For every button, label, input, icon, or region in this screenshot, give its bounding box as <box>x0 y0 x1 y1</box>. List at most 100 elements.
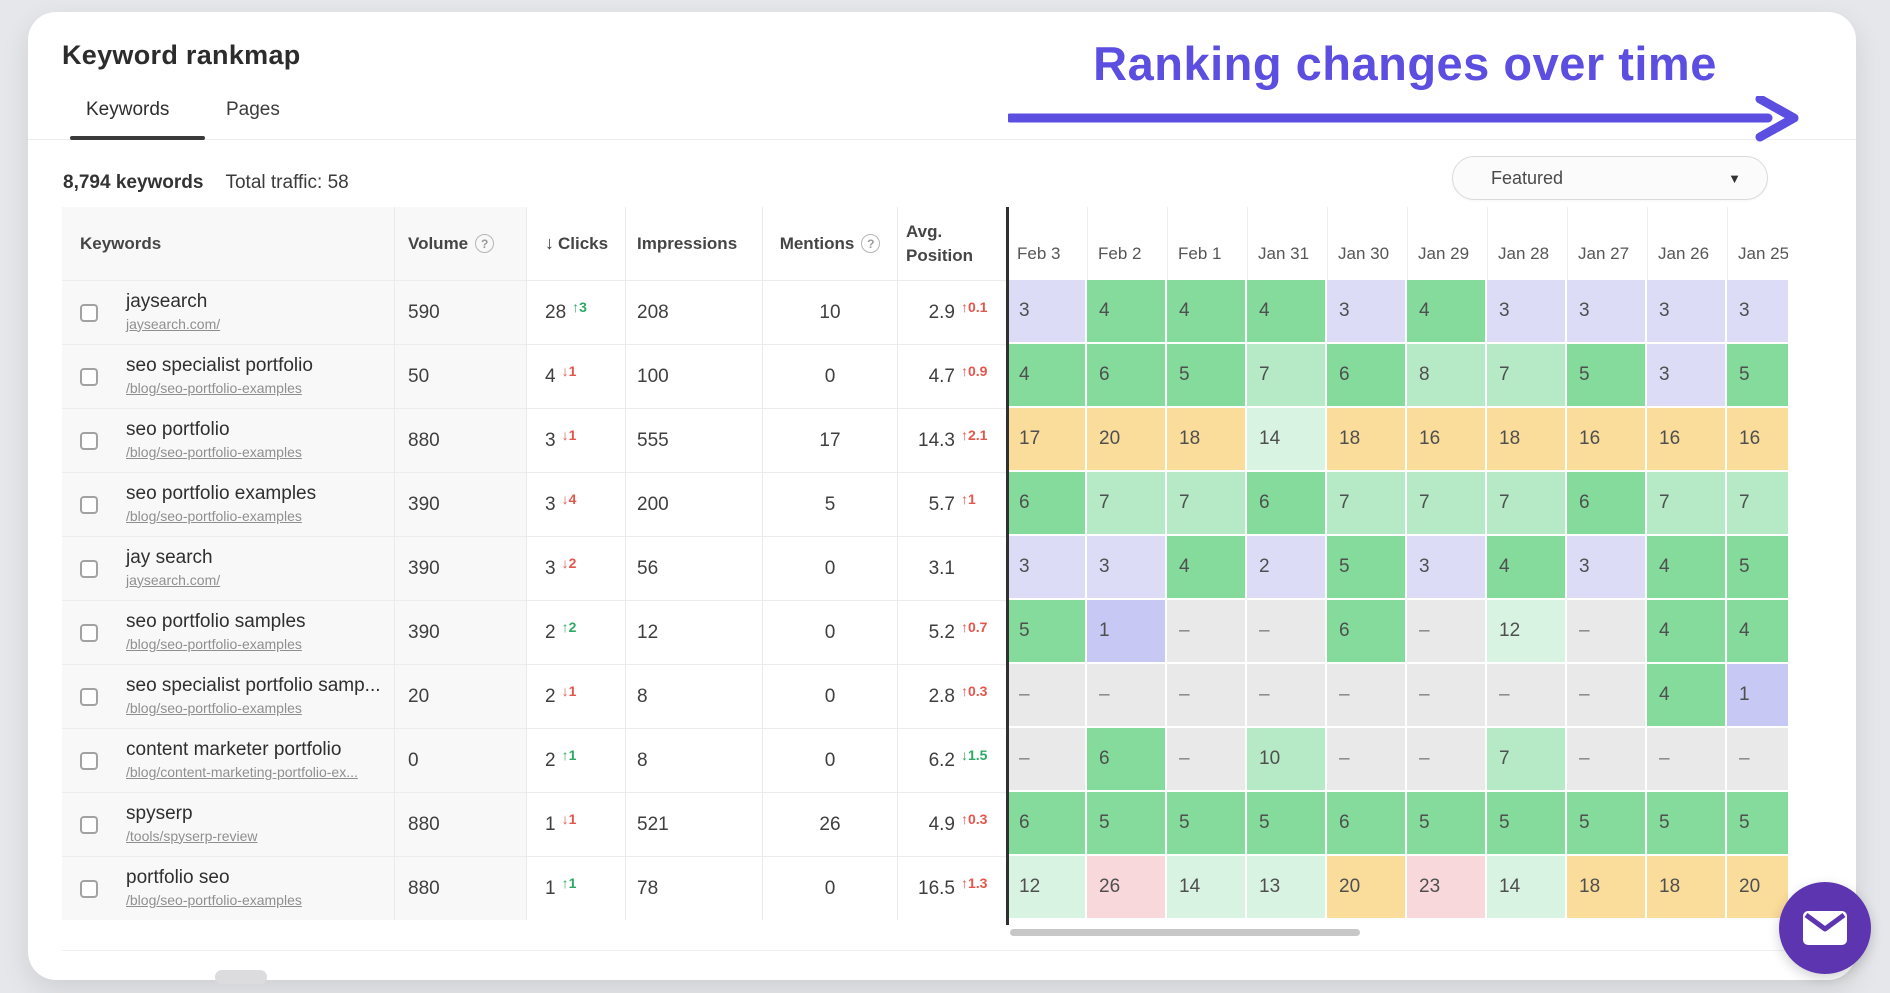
rank-cell: 18 <box>1487 408 1567 472</box>
annotation-arrow-icon <box>1008 96 1799 142</box>
row-checkbox[interactable] <box>80 879 98 898</box>
avg-delta-box: ↓1.5 <box>955 747 997 772</box>
card-bottom-separator <box>62 950 1820 951</box>
row-checkbox[interactable] <box>80 815 98 834</box>
column-header-clicks[interactable]: ↓ Clicks <box>527 207 626 280</box>
keyword-text: seo portfolio/blog/seo-portfolio-example… <box>126 419 302 463</box>
rank-cell: – <box>1487 664 1567 728</box>
rank-cell: 5 <box>1727 344 1788 408</box>
rank-cell: 10 <box>1247 728 1327 792</box>
avg-position-value: 16.5 <box>918 877 955 899</box>
keyword-text: jay search jaysearch.com/ <box>126 547 220 591</box>
rank-cell: 4 <box>1647 600 1727 664</box>
clicks-value: 3 <box>545 557 556 579</box>
clicks-change-indicator: ↓1 <box>561 426 577 443</box>
rank-cell: 20 <box>1087 408 1167 472</box>
annotation-text: Ranking changes over time <box>1093 37 1717 90</box>
clicks-value: 1 <box>545 877 556 899</box>
row-checkbox[interactable] <box>80 623 98 642</box>
keyword-url-link[interactable]: /blog/seo-portfolio-examples <box>126 379 302 396</box>
rank-cell: 3 <box>1567 536 1647 600</box>
keyword-cell: spyserp/tools/spyserp-review <box>62 792 395 856</box>
keyword-url-link[interactable]: /blog/seo-portfolio-examples <box>126 699 302 716</box>
keyword-url-link[interactable]: jaysearch.com/ <box>126 571 221 588</box>
volume-cell: 20 <box>395 664 527 728</box>
rank-cell: 3 <box>1567 280 1647 344</box>
rank-cell: 3 <box>1007 280 1087 344</box>
rank-cell: 5 <box>1167 344 1247 408</box>
row-checkbox[interactable] <box>80 367 98 386</box>
keyword-url-link[interactable]: /blog/seo-portfolio-examples <box>126 635 302 652</box>
row-checkbox[interactable] <box>80 303 98 322</box>
volume-cell: 50 <box>395 344 527 408</box>
avg-delta-box: ↑0.3 <box>955 811 997 836</box>
avg-delta-box: ↑2.1 <box>955 427 997 452</box>
column-header-impressions[interactable]: Impressions <box>626 207 763 280</box>
avg-change-indicator: ↑0.7 <box>961 618 988 635</box>
avg-position-cell: 14.3 ↑2.1 <box>898 408 1007 472</box>
volume-cell: 390 <box>395 536 527 600</box>
keyword-url-link[interactable]: /blog/seo-portfolio-examples <box>126 891 302 908</box>
chat-button[interactable] <box>1779 882 1871 974</box>
rank-cell: 7 <box>1487 728 1567 792</box>
horizontal-scrollbar-thumb[interactable] <box>1010 929 1360 936</box>
date-column-header: Jan 26 <box>1647 207 1727 280</box>
envelope-icon <box>1803 911 1847 945</box>
stats-bar: 8,794 keywords Total traffic: 58 <box>63 172 349 194</box>
clicks-value: 3 <box>545 493 556 515</box>
mentions-cell: 0 <box>763 728 898 792</box>
keyword-name: seo portfolio <box>126 418 230 440</box>
rank-cell: 4 <box>1407 280 1487 344</box>
rank-cell: 6 <box>1087 728 1167 792</box>
rank-cell: 3 <box>1327 280 1407 344</box>
column-header-avg-position[interactable]: Avg. Position <box>898 207 1007 280</box>
rank-cell: 14 <box>1247 408 1327 472</box>
help-icon[interactable]: ? <box>475 234 495 253</box>
table-row: spyserp/tools/spyserp-review 880 1 ↓1 521 26 4… <box>62 792 1788 856</box>
row-checkbox[interactable] <box>80 687 98 706</box>
keyword-text: seo portfolio samples/blog/seo-portfolio… <box>126 611 306 655</box>
rank-cell: 3 <box>1487 280 1567 344</box>
rank-cell: 16 <box>1727 408 1788 472</box>
keyword-name: spyserp <box>126 802 193 824</box>
keyword-url-link[interactable]: /tools/spyserp-review <box>126 827 258 844</box>
column-header-mentions[interactable]: Mentions ? <box>763 207 898 280</box>
table-row: jay search jaysearch.com/390 3 ↓2 56 0 3.1 3 3 4 2… <box>62 536 1788 600</box>
column-header-keywords[interactable]: Keywords <box>62 207 395 280</box>
total-traffic: Total traffic: 58 <box>225 172 349 193</box>
date-column-header: Jan 29 <box>1407 207 1487 280</box>
rank-cell: 4 <box>1487 536 1567 600</box>
avg-position-value: 3.1 <box>928 557 955 579</box>
mentions-cell: 0 <box>763 536 898 600</box>
rank-cell: 16 <box>1407 408 1487 472</box>
tab-keywords[interactable]: Keywords <box>86 99 170 120</box>
page-title: Keyword rankmap <box>62 40 301 70</box>
rank-cell: 20 <box>1727 856 1788 920</box>
rank-cell: 3 <box>1727 280 1788 344</box>
row-checkbox[interactable] <box>80 495 98 514</box>
rank-cell: 1 <box>1727 664 1788 728</box>
tab-pages[interactable]: Pages <box>226 99 280 120</box>
clicks-change-indicator: ↓1 <box>561 362 577 379</box>
keyword-name: jaysearch <box>126 290 208 312</box>
row-checkbox[interactable] <box>80 751 98 770</box>
keyword-cell: content marketer portfolio/blog/content-… <box>62 728 395 792</box>
keyword-url-link[interactable]: /blog/seo-portfolio-examples <box>126 507 302 524</box>
impressions-cell: 78 <box>626 856 763 920</box>
keyword-name: jay search <box>126 546 213 568</box>
table-row: seo portfolio/blog/seo-portfolio-example… <box>62 408 1788 472</box>
keyword-url-link[interactable]: jaysearch.com/ <box>126 315 221 332</box>
column-header-volume[interactable]: Volume ? <box>395 207 527 280</box>
filter-selected-value: Featured <box>1491 167 1564 188</box>
featured-filter-dropdown[interactable]: Featured ▼ <box>1452 156 1768 200</box>
avg-position-cell: 16.5 ↑1.3 <box>898 856 1007 920</box>
date-column-header: Jan 30 <box>1327 207 1407 280</box>
row-checkbox[interactable] <box>80 559 98 578</box>
table-row: portfolio seo/blog/seo-portfolio-example… <box>62 856 1788 920</box>
keyword-url-link[interactable]: /blog/seo-portfolio-examples <box>126 443 302 460</box>
avg-position-cell: 4.7 ↑0.9 <box>898 344 1007 408</box>
help-icon[interactable]: ? <box>861 234 881 253</box>
table-row: content marketer portfolio/blog/content-… <box>62 728 1788 792</box>
row-checkbox[interactable] <box>80 431 98 450</box>
keyword-url-link[interactable]: /blog/content-marketing-portfolio-ex... <box>126 763 358 780</box>
